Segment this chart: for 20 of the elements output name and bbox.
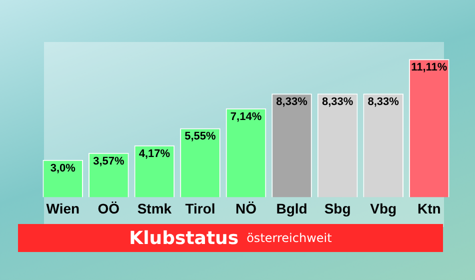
x-tick-label: NÖ [236,200,257,216]
data-label: 3,0% [50,162,76,174]
x-tick-label: OÖ [98,200,120,216]
data-label: 8,33% [276,96,308,108]
x-tick-label: Bgld [276,200,308,216]
text: österreichweit [246,231,332,245]
x-tick-label: Tirol [185,200,216,216]
data-label: 8,33% [322,96,354,108]
x-tick-label: Ktn [417,200,441,216]
data-label: 8,33% [368,96,400,108]
x-tick-label: Vbg [370,200,397,216]
x-tick-label: Sbg [324,200,351,216]
data-label: 3,57% [93,155,124,168]
data-label: 7,14% [230,110,262,123]
x-tick-label: Wien [46,200,80,216]
text: Klubstatus [129,228,239,248]
data-label: 4,17% [138,148,170,160]
data-label: 11,11% [411,62,448,74]
data-label: 5,55% [184,130,216,143]
x-tick-label: Stmk [137,200,172,216]
